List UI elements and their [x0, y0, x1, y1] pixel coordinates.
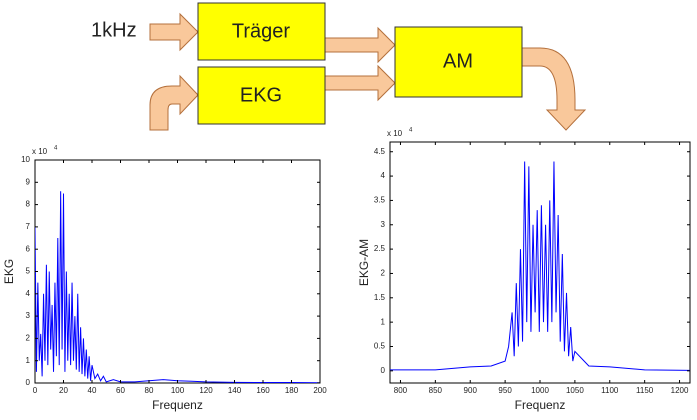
y-tick-label: 10: [21, 155, 30, 164]
arrow: [149, 74, 199, 131]
x-axis-label: Frequenz: [152, 398, 203, 412]
block-label: EKG: [240, 84, 282, 106]
x-tick-label: 950: [498, 386, 512, 395]
y-tick-label: 2: [26, 334, 31, 343]
y-tick-label: 7: [26, 222, 31, 231]
y-tick-label: 6: [26, 244, 31, 253]
x-tick-label: 800: [394, 386, 408, 395]
block: [197, 66, 326, 125]
y-tick-label: 3.5: [374, 196, 386, 205]
y-axis-label: EKG-AM: [357, 239, 371, 286]
x-tick-label: 120: [199, 386, 213, 395]
plot-area: [35, 191, 320, 383]
y-scale-exponent: 4: [54, 146, 58, 152]
input-label: 1kHz: [91, 19, 137, 41]
y-tick-label: 0: [26, 378, 31, 387]
arrow: [149, 12, 199, 52]
x-tick-label: 0: [33, 386, 38, 395]
x-tick-label: 200: [313, 386, 327, 395]
x-tick-label: 80: [145, 386, 154, 395]
y-tick-label: 0: [381, 366, 386, 375]
x-tick-label: 160: [256, 386, 270, 395]
x-tick-label: 850: [429, 386, 443, 395]
block-diagram: [149, 2, 587, 131]
arrow: [324, 64, 396, 102]
y-tick-label: 2: [381, 269, 386, 278]
block-label: AM: [443, 50, 473, 72]
y-scale-base: x 10: [387, 129, 403, 138]
x-tick-label: 1150: [636, 386, 654, 395]
arrow: [521, 47, 587, 131]
axes-box: [34, 159, 321, 384]
x-tick-label: 60: [116, 386, 125, 395]
y-tick-label: 9: [26, 177, 31, 186]
y-axis-label: EKG: [2, 259, 16, 284]
y-scale-base: x 10: [32, 147, 48, 156]
block: [394, 26, 523, 98]
x-tick-label: 900: [464, 386, 478, 395]
y-tick-label: 3: [26, 311, 31, 320]
y-tick-label: 0.5: [374, 342, 386, 351]
block: [197, 2, 326, 61]
y-tick-label: 8: [26, 200, 31, 209]
y-tick-label: 5: [26, 267, 31, 276]
arrow: [324, 26, 396, 64]
x-tick-label: 1050: [566, 386, 584, 395]
y-tick-label: 1: [381, 317, 386, 326]
x-tick-label: 1000: [531, 386, 549, 395]
x-tick-label: 1100: [601, 386, 619, 395]
y-tick-label: 4.5: [374, 147, 386, 156]
x-tick-label: 40: [88, 386, 97, 395]
y-tick-label: 1.5: [374, 293, 386, 302]
y-tick-label: 1: [26, 356, 31, 365]
x-tick-label: 100: [171, 386, 185, 395]
x-axis-label: Frequenz: [515, 398, 566, 412]
plot-area: [390, 161, 690, 371]
y-scale-exponent: 4: [409, 128, 413, 134]
block-label: Träger: [232, 20, 291, 42]
x-tick-label: 20: [59, 386, 68, 395]
spectrum-line: [35, 191, 320, 383]
y-tick-label: 2.5: [374, 244, 386, 253]
y-tick-label: 3: [381, 220, 386, 229]
x-tick-label: 1200: [671, 386, 689, 395]
spectrum-line: [390, 161, 690, 371]
x-tick-label: 140: [228, 386, 242, 395]
x-tick-label: 180: [285, 386, 299, 395]
y-tick-label: 4: [381, 171, 386, 180]
y-tick-label: 4: [26, 289, 31, 298]
